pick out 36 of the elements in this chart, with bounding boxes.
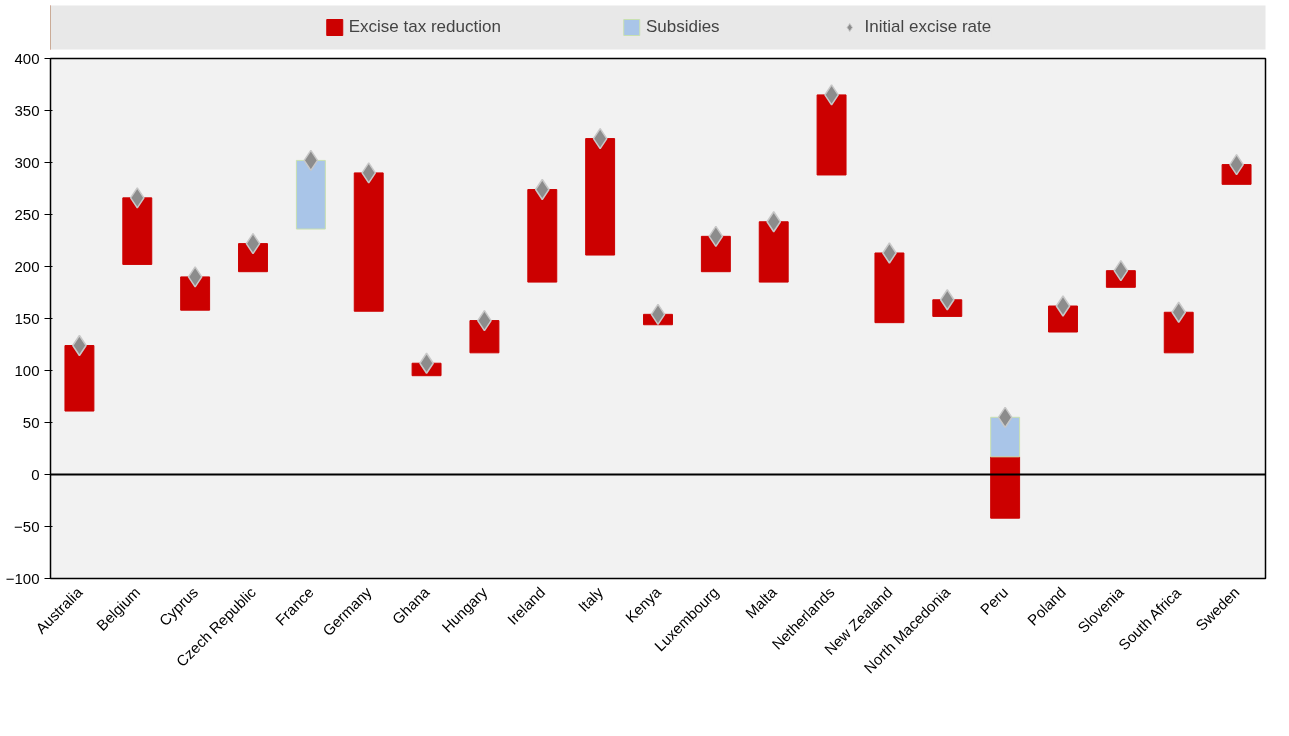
bar — [469, 320, 500, 354]
y-tick-label: 50 — [22, 413, 40, 431]
bar — [64, 345, 95, 412]
bar — [990, 456, 1021, 519]
bar — [1163, 311, 1194, 354]
legend-label: Subsidies — [645, 17, 720, 37]
y-tick-label: −50 — [14, 517, 40, 535]
point — [766, 211, 782, 233]
bar — [585, 138, 616, 256]
bar — [758, 221, 789, 283]
legend-label: Initial excise rate — [864, 17, 992, 37]
bar — [295, 159, 326, 230]
x-tick-label: Italy — [574, 583, 607, 615]
y-tick-label: 100 — [14, 361, 40, 379]
point — [939, 289, 955, 311]
point — [187, 266, 203, 288]
bar — [700, 235, 731, 273]
y-tick-label: 350 — [14, 101, 40, 119]
y-tick-label: 0 — [31, 465, 40, 483]
bar — [990, 416, 1021, 458]
bar — [527, 189, 558, 283]
bar — [874, 252, 905, 324]
legend-label: Excise tax reduction — [348, 17, 501, 37]
bar — [180, 276, 211, 311]
point — [129, 187, 145, 209]
y-tick-label: −100 — [5, 569, 40, 587]
bar — [122, 197, 153, 265]
bar — [816, 94, 847, 176]
y-tick-label: 200 — [14, 257, 40, 275]
y-tick-label: 400 — [14, 49, 40, 67]
point — [1055, 295, 1071, 317]
y-tick-label: 250 — [14, 205, 40, 223]
y-tick-label: 150 — [14, 309, 40, 327]
point — [361, 162, 377, 184]
bar — [353, 172, 384, 312]
y-tick-label: 300 — [14, 153, 40, 171]
